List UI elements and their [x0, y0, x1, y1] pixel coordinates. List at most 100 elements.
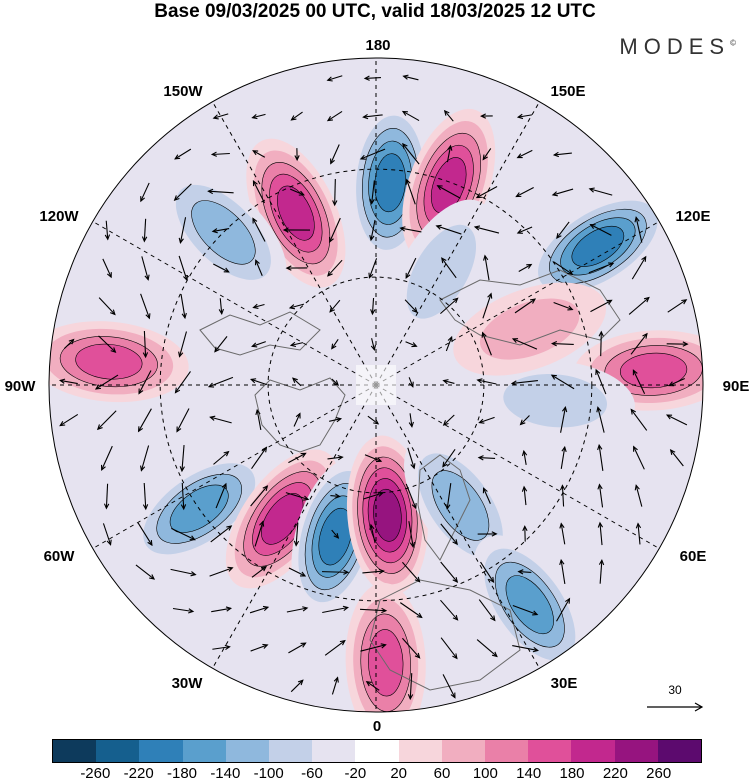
wind-vector: [326, 75, 343, 82]
wind-vector: [408, 413, 414, 428]
wind-vector: [596, 406, 605, 433]
wind-vector: [288, 303, 305, 310]
wind-vector: [290, 111, 303, 121]
wind-vector: [293, 522, 300, 547]
wind-vector: [59, 413, 79, 427]
wind-vector: [171, 527, 196, 541]
wind-vector: [329, 417, 343, 423]
wind-vector: [441, 257, 457, 279]
wind-vector: [288, 642, 307, 654]
lon-label-60e: 60E: [680, 548, 707, 565]
anomaly-contour: [373, 488, 402, 542]
wind-vector: [252, 150, 266, 158]
wind-vector: [478, 416, 495, 424]
colorbar-tick-label: 260: [646, 765, 672, 782]
lon-label-90e: 90E: [723, 378, 750, 395]
wind-vector: [668, 377, 685, 387]
colorbar-swatch: [528, 740, 572, 762]
wind-vector: [521, 449, 528, 465]
wind-vector: [327, 259, 343, 277]
map-title: Base 09/03/2025 00 UTC, valid 18/03/2025…: [154, 1, 596, 22]
wind-vector: [402, 74, 419, 81]
wind-vector: [331, 378, 340, 386]
wind-vector: [330, 493, 341, 499]
wind-vector: [251, 446, 268, 469]
wind-vector: [553, 301, 574, 311]
wind-vector: [254, 259, 263, 276]
wind-vector: [401, 110, 420, 122]
wind-vector: [58, 378, 78, 385]
meridian-line: [375, 101, 540, 386]
wind-vector: [288, 452, 307, 464]
anomaly-contour: [75, 343, 143, 380]
wind-vector: [359, 607, 388, 614]
wind-vector: [330, 144, 340, 165]
wind-vector: [402, 561, 421, 583]
wind-vector: [408, 521, 416, 549]
wind-vector: [667, 299, 688, 313]
wind-vector: [630, 332, 648, 355]
wind-vector: [512, 604, 539, 616]
wind-vector: [516, 226, 533, 234]
wind-vector: [252, 180, 266, 204]
lon-label-0: 0: [373, 718, 381, 735]
wind-vector: [178, 331, 187, 358]
lon-label-150w: 150W: [163, 83, 203, 100]
wind-vector: [363, 491, 384, 500]
colorbar-tick-label: -220: [123, 765, 154, 782]
wind-vector: [405, 257, 417, 279]
anomaly-contour: [619, 352, 688, 389]
wind-vector: [560, 405, 568, 433]
wind-vector: [98, 335, 117, 354]
colorbar-swatch: [53, 740, 97, 762]
wind-vector: [328, 217, 341, 244]
anomaly-contour: [571, 225, 625, 267]
wind-vector: [282, 227, 311, 233]
wind-vector: [365, 680, 380, 691]
anomaly-contour: [277, 185, 315, 241]
lon-label-30e: 30E: [551, 675, 578, 692]
wind-vector: [550, 374, 575, 390]
wind-vector: [556, 597, 571, 622]
colorbar-swatch: [398, 740, 442, 762]
wind-vector: [142, 482, 149, 511]
wind-vector: [174, 371, 191, 394]
wind-vector: [399, 226, 422, 233]
wind-vector: [210, 525, 233, 543]
wind-vector: [209, 415, 232, 424]
colorbar: [52, 739, 702, 763]
wind-vector: [478, 599, 496, 622]
wind-vector: [633, 445, 645, 470]
wind-vector: [251, 113, 266, 120]
wind-vector: [141, 218, 148, 243]
wind-vector: [285, 492, 310, 501]
wind-vector: [322, 605, 350, 614]
wind-vector: [331, 676, 339, 695]
wind-vector: [399, 602, 423, 619]
coastline-canada-arctic: [199, 311, 321, 356]
wind-vector: [64, 338, 75, 349]
wind-vector: [363, 75, 381, 81]
wind-vector: [551, 188, 574, 197]
wind-vector: [141, 256, 150, 281]
wind-vector: [326, 110, 343, 122]
wind-vector: [135, 564, 156, 580]
wind-vector: [435, 224, 462, 235]
wind-vector: [560, 445, 567, 469]
brand-name: MODES: [619, 34, 731, 59]
meridian-line: [212, 101, 377, 386]
wind-vector: [442, 379, 455, 385]
wind-vector: [632, 369, 646, 394]
wind-vector: [588, 262, 615, 274]
wind-vector: [288, 567, 307, 577]
wind-vector: [407, 673, 414, 701]
wind-vector: [142, 330, 149, 359]
wind-vector: [408, 377, 414, 388]
wind-vector: [370, 297, 376, 316]
wind-vector: [251, 341, 266, 348]
colorbar-swatch: [225, 740, 270, 762]
colorbar-swatch: [312, 740, 356, 762]
wind-vector: [362, 568, 385, 575]
wind-vector: [327, 454, 344, 461]
